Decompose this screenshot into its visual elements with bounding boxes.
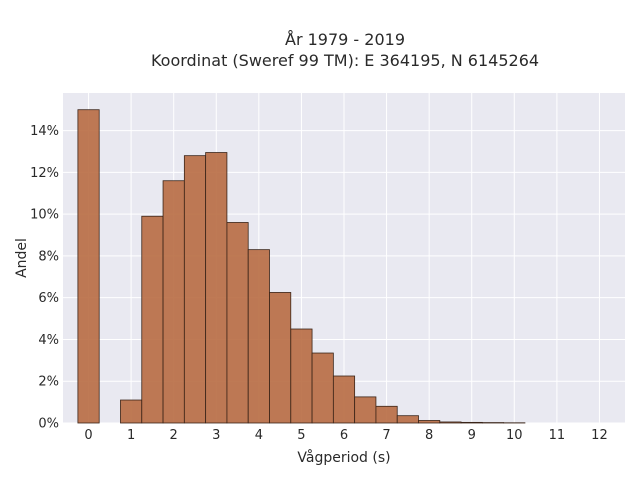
x-tick-label: 5 xyxy=(297,428,305,443)
histogram-bar xyxy=(141,215,164,424)
histogram-bar xyxy=(375,405,398,424)
x-axis-label: Vågperiod (s) xyxy=(297,449,390,466)
histogram-bar xyxy=(162,180,185,424)
y-tick-label: 0% xyxy=(38,417,59,432)
x-tick-label: 0 xyxy=(84,428,92,443)
y-tick-label: 4% xyxy=(38,333,59,348)
x-tick-label: 1 xyxy=(127,428,135,443)
x-tick-label: 6 xyxy=(340,428,348,443)
x-tick-label: 12 xyxy=(591,428,608,443)
chart-title-line-1: År 1979 - 2019 xyxy=(285,30,405,49)
x-tick-label: 8 xyxy=(425,428,433,443)
y-tick-label: 12% xyxy=(30,166,59,181)
histogram-bar xyxy=(290,328,313,424)
histogram-bar xyxy=(120,399,143,424)
bars xyxy=(77,109,526,424)
y-tick-label: 2% xyxy=(38,375,59,390)
x-tick-label: 9 xyxy=(468,428,476,443)
y-tick-label: 10% xyxy=(30,208,59,223)
histogram-bar xyxy=(332,375,356,424)
x-tick-label: 10 xyxy=(506,428,523,443)
chart-title-line-2: Koordinat (Sweref 99 TM): E 364195, N 61… xyxy=(151,51,539,70)
x-tick-label: 4 xyxy=(255,428,263,443)
histogram-bar xyxy=(354,396,377,424)
x-tick-label: 2 xyxy=(170,428,178,443)
x-tick-label: 7 xyxy=(382,428,390,443)
histogram-bar xyxy=(439,421,462,424)
y-tick-label: 8% xyxy=(38,249,59,264)
histogram-bar xyxy=(311,352,334,424)
histogram-bar xyxy=(418,420,441,424)
histogram-bar xyxy=(396,415,419,424)
x-axis-ticks: 0 1 2 3 4 5 6 7 8 9 10 11 12 xyxy=(84,428,607,443)
y-tick-label: 6% xyxy=(38,291,59,306)
histogram-bar xyxy=(183,155,207,424)
histogram-bar xyxy=(226,222,249,424)
histogram-bar xyxy=(205,152,228,424)
y-tick-label: 14% xyxy=(30,124,59,139)
histogram-bar xyxy=(247,249,270,424)
x-tick-label: 3 xyxy=(212,428,220,443)
histogram-bar xyxy=(269,292,292,424)
histogram-bar xyxy=(460,421,483,424)
y-axis-ticks: 0% 2% 4% 6% 8% 10% 12% 14% xyxy=(30,124,59,431)
histogram-bar xyxy=(77,109,100,424)
x-tick-label: 11 xyxy=(549,428,566,443)
y-axis-label: Andel xyxy=(14,238,30,278)
